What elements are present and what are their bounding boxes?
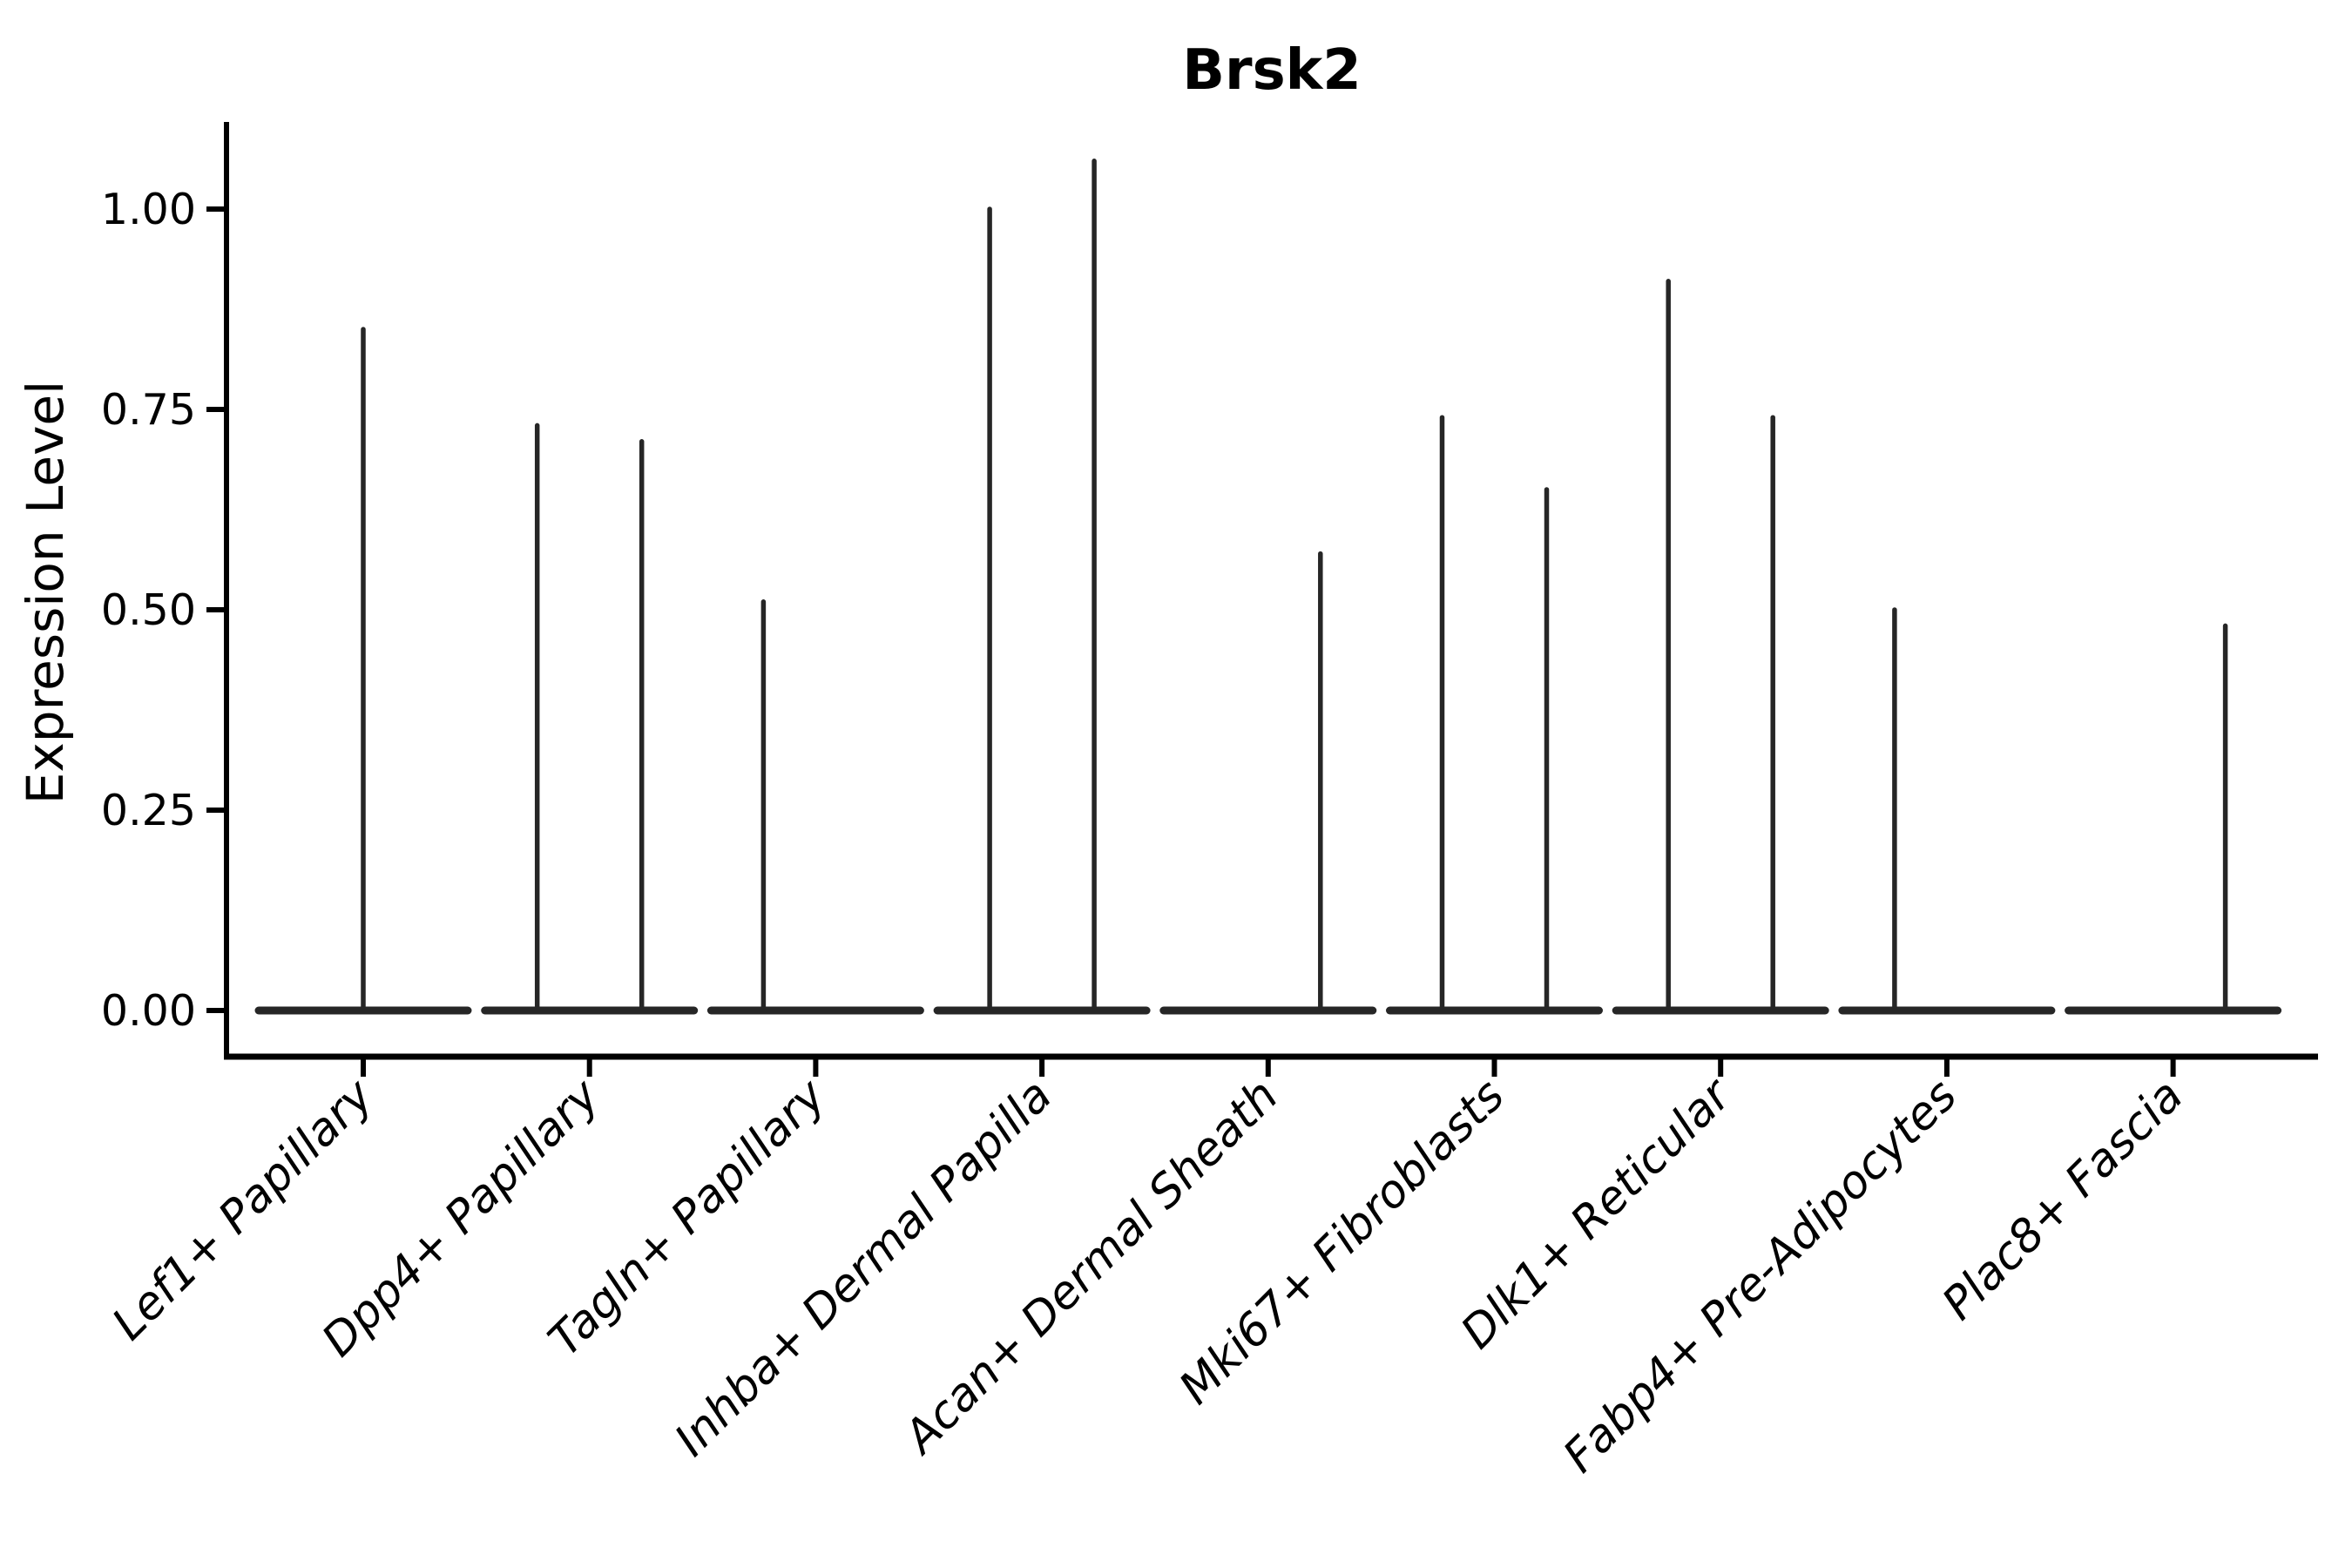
violin-group <box>1838 607 2056 1015</box>
x-tick-label: Acan+ Dermal Sheath <box>893 1070 1288 1465</box>
chart-title: Brsk2 <box>1182 38 1362 103</box>
violin-group <box>254 327 472 1015</box>
x-tick-label: Plac8+ Fascia <box>1933 1070 2193 1330</box>
violin-group <box>1612 279 1829 1015</box>
y-axis-title: Expression Level <box>16 381 75 804</box>
violin-group <box>933 159 1151 1015</box>
y-tick-label: 1.00 <box>101 185 196 234</box>
y-tick-label: 0.25 <box>101 786 196 835</box>
violin-group <box>1159 551 1377 1015</box>
violin-group <box>2065 623 2282 1015</box>
y-tick-label: 0.75 <box>101 385 196 435</box>
x-tick-label: Fabp4+ Pre-Adipocytes <box>1554 1070 1968 1484</box>
x-tick-label: Inhba+ Dermal Papilla <box>666 1070 1063 1467</box>
y-tick-label: 0.50 <box>101 585 196 635</box>
violin-group <box>481 422 699 1015</box>
y-tick-label: 0.00 <box>101 986 196 1036</box>
violin-group <box>1386 415 1603 1015</box>
violin-group <box>706 599 924 1015</box>
